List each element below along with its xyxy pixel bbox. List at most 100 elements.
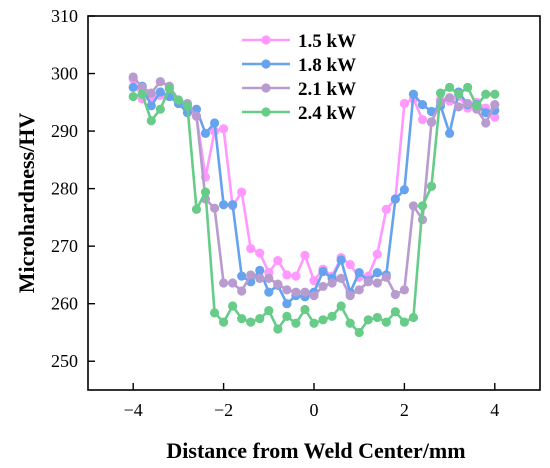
data-point: [264, 305, 274, 316]
data-point: [463, 82, 473, 92]
data-point: [363, 277, 373, 287]
data-point: [146, 101, 156, 111]
legend-entry: 2.1 kW: [242, 79, 356, 100]
data-point: [336, 273, 346, 283]
data-point: [463, 98, 473, 109]
data-point: [219, 124, 229, 134]
data-point: [273, 279, 283, 289]
data-point: [372, 249, 382, 259]
data-point: [291, 271, 301, 281]
y-tick-label: 310: [51, 6, 78, 26]
data-point: [309, 291, 319, 301]
y-tick-label: 300: [51, 64, 78, 84]
data-point: [128, 72, 138, 82]
data-point: [200, 128, 211, 138]
data-point: [454, 102, 464, 112]
data-point: [408, 89, 419, 99]
data-point: [318, 281, 328, 292]
data-point: [237, 286, 247, 296]
data-point: [354, 327, 364, 338]
data-point: [219, 200, 229, 210]
ticks-layer: −4 −2 0 2 4 250 260 270 280 290 300 310: [51, 6, 499, 420]
x-tick-label: −2: [214, 400, 233, 420]
data-point: [246, 270, 256, 280]
data-point: [490, 112, 500, 122]
data-point: [426, 106, 437, 117]
data-point: [417, 114, 428, 125]
data-point: [381, 204, 391, 214]
data-point: [300, 304, 310, 315]
data-point: [219, 317, 229, 327]
y-tick-label: 250: [51, 351, 78, 371]
y-tick-label: 280: [51, 179, 78, 199]
data-point: [282, 285, 292, 295]
x-tick-label: 4: [490, 400, 499, 420]
data-point: [435, 88, 446, 98]
data-point: [137, 89, 147, 99]
data-point: [354, 268, 364, 278]
data-point: [282, 270, 292, 280]
legend-label: 2.4 kW: [298, 103, 356, 124]
data-point: [228, 278, 238, 288]
legend-marker: [261, 35, 271, 45]
data-point: [255, 314, 265, 324]
data-point: [173, 95, 183, 105]
data-point: [381, 317, 391, 327]
data-point: [191, 111, 202, 121]
data-point: [445, 93, 455, 103]
data-point: [255, 273, 265, 283]
data-point: [182, 101, 193, 111]
data-point: [372, 268, 382, 278]
data-point: [399, 285, 409, 295]
legend-entry: 1.5 kW: [242, 31, 356, 52]
data-point: [454, 89, 464, 99]
data-point: [255, 248, 265, 258]
data-point: [264, 273, 274, 283]
data-point: [445, 128, 455, 138]
data-point: [490, 100, 500, 110]
data-point: [209, 308, 220, 318]
data-point: [228, 301, 238, 311]
data-point: [426, 181, 437, 191]
data-point: [128, 91, 138, 102]
x-axis-title: Distance from Weld Center/mm: [166, 438, 465, 463]
data-point: [345, 318, 355, 328]
data-point: [228, 200, 238, 210]
data-point: [426, 117, 437, 127]
data-point: [146, 88, 156, 98]
data-point: [155, 76, 165, 87]
data-point: [417, 201, 428, 211]
data-point: [481, 108, 491, 118]
data-point: [282, 311, 292, 321]
data-point: [200, 187, 211, 197]
data-point: [246, 317, 256, 327]
data-point: [345, 259, 355, 270]
data-point: [128, 82, 138, 92]
legend-marker: [261, 83, 271, 93]
y-axis-title: Microhardness/HV: [14, 113, 39, 294]
data-point: [273, 255, 283, 266]
series-2-4-kw: [128, 82, 500, 338]
data-point: [381, 272, 391, 282]
data-point: [472, 101, 482, 111]
x-tick-label: 0: [310, 400, 319, 420]
data-point: [481, 89, 491, 99]
data-point: [164, 83, 174, 94]
data-point: [390, 194, 400, 204]
data-point: [146, 116, 156, 126]
data-point: [481, 118, 491, 128]
data-point: [300, 287, 310, 297]
data-point: [309, 276, 319, 286]
data-point: [309, 318, 319, 328]
data-point: [408, 312, 419, 323]
legend-marker: [261, 107, 271, 117]
data-point: [300, 250, 310, 260]
y-tick-label: 270: [51, 236, 78, 256]
legend-label: 2.1 kW: [298, 79, 356, 100]
data-point: [363, 315, 373, 325]
data-point: [209, 203, 220, 213]
legend-marker: [261, 59, 271, 69]
data-point: [155, 104, 165, 114]
data-point: [219, 278, 229, 288]
data-point: [490, 89, 500, 99]
